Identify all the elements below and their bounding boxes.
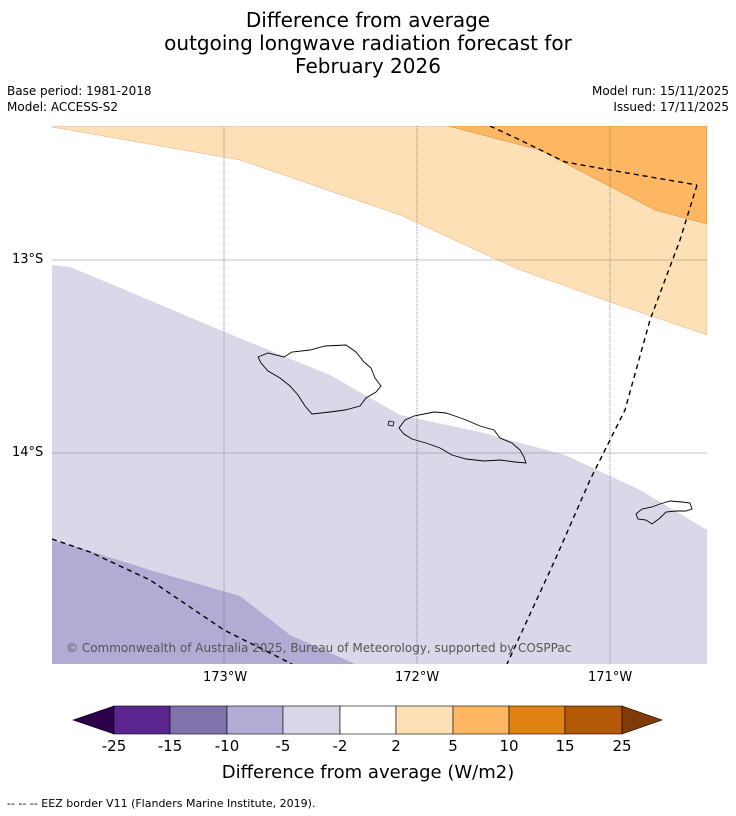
lon-label-171w: 171°W — [588, 670, 633, 685]
colorbar-label: Difference from average (W/m2) — [221, 762, 515, 783]
colorbar-tick: -10 — [214, 737, 240, 755]
negative-anomaly-region-light — [52, 265, 707, 664]
eez-border-east — [506, 184, 698, 664]
colorbar-bin-2 — [169, 705, 228, 735]
colorbar-tick: -2 — [332, 737, 348, 755]
colorbar-extend-high — [621, 705, 663, 735]
colorbar-bin-3 — [226, 705, 284, 735]
colorbar-tick: -15 — [157, 737, 183, 755]
colorbar-extend-low — [72, 705, 115, 735]
savaii-island — [257, 344, 382, 415]
colorbar-bin-5 — [339, 705, 397, 735]
negative-anomaly-region-dark — [52, 540, 355, 664]
lon-label-172w: 172°W — [395, 670, 440, 685]
colorbar-tick: -5 — [275, 737, 291, 755]
title-line-2: outgoing longwave radiation forecast for — [164, 31, 572, 55]
model-run: Model run: 15/11/2025 — [591, 84, 729, 98]
model-name: Model: ACCESS-S2 — [7, 100, 119, 114]
issued-date: Issued: 17/11/2025 — [613, 100, 729, 114]
positive-anomaly-region-light — [52, 126, 707, 336]
map-area — [52, 126, 707, 664]
base-period: Base period: 1981-2018 — [7, 84, 152, 98]
positive-anomaly-region-dark — [447, 126, 707, 225]
lat-label-13s: 13°S — [12, 252, 44, 267]
colorbar-tick: 15 — [555, 737, 575, 755]
colorbar-bin-8 — [508, 705, 566, 735]
colorbar-bin-1 — [113, 705, 171, 735]
colorbar-bin-7 — [452, 705, 510, 735]
small-islet — [387, 420, 395, 427]
colorbar-tick: -25 — [101, 737, 127, 755]
upolu-island — [398, 411, 527, 464]
title-line-3: February 2026 — [295, 54, 441, 78]
colorbar-tick: 5 — [448, 737, 458, 755]
colorbar-tick: 25 — [612, 737, 632, 755]
colorbar-bin-4 — [282, 705, 341, 735]
eez-border-north — [489, 126, 698, 186]
colorbar-tick: 2 — [391, 737, 401, 755]
colorbar — [72, 705, 663, 735]
colorbar-bin-9 — [564, 705, 623, 735]
eez-footnote: -- -- -- EEZ border V11 (Flanders Marine… — [7, 797, 316, 810]
title-line-1: Difference from average — [245, 8, 491, 32]
colorbar-tick: 10 — [499, 737, 519, 755]
tutuila-island — [635, 500, 693, 525]
colorbar-bin-6 — [395, 705, 454, 735]
lon-label-173w: 173°W — [203, 670, 248, 685]
lat-label-14s: 14°S — [12, 445, 44, 460]
copyright-notice: © Commonwealth of Australia 2025, Bureau… — [66, 641, 572, 655]
